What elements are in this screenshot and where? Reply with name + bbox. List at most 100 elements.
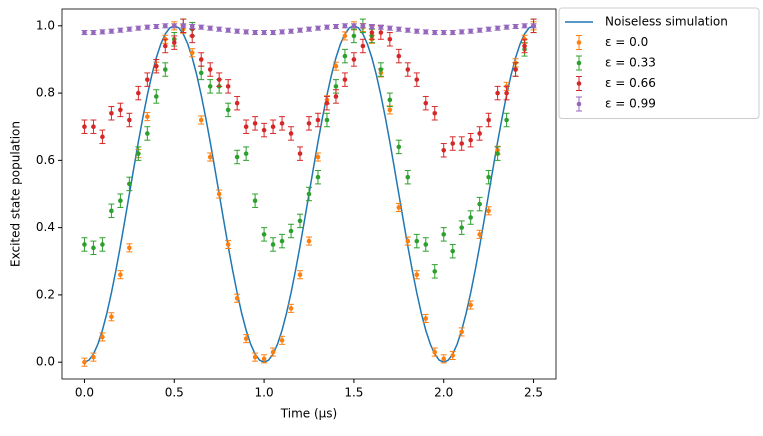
data-point <box>387 25 393 31</box>
data-point <box>360 23 366 29</box>
data-point <box>342 33 348 39</box>
legend-label: ε = 0.0 <box>605 35 648 49</box>
data-point <box>432 349 438 355</box>
data-point <box>477 232 482 237</box>
data-point <box>252 30 258 35</box>
data-point <box>180 23 186 29</box>
data-point <box>387 36 393 42</box>
data-point <box>162 43 168 49</box>
x-tick-label: 0.0 <box>75 386 94 400</box>
data-point <box>234 28 240 34</box>
data-point <box>234 295 240 301</box>
data-point <box>504 117 509 123</box>
data-point <box>261 356 267 362</box>
y-tick-label: 0.2 <box>36 287 55 301</box>
data-point <box>207 84 213 89</box>
data-point <box>450 30 456 35</box>
data-point <box>414 272 420 278</box>
data-point <box>441 147 447 153</box>
data-point <box>360 43 366 49</box>
legend-marker <box>576 60 582 66</box>
data-point <box>91 30 96 35</box>
data-point <box>324 100 330 106</box>
data-point <box>279 338 285 343</box>
data-point <box>234 100 240 106</box>
data-point <box>531 23 536 29</box>
data-point <box>100 334 105 340</box>
data-point <box>297 27 303 33</box>
data-point <box>225 84 231 89</box>
data-point <box>82 30 87 35</box>
data-point <box>450 248 456 254</box>
data-point <box>522 43 527 49</box>
data-point <box>154 63 159 69</box>
data-point <box>279 238 285 244</box>
data-point <box>297 272 303 278</box>
data-point <box>351 23 357 29</box>
data-point <box>279 121 285 126</box>
data-point <box>396 53 402 59</box>
data-point <box>297 151 303 156</box>
data-point <box>351 33 357 39</box>
data-point <box>468 302 473 308</box>
legend-marker <box>576 81 582 86</box>
y-axis-label: Excited state population <box>9 121 23 267</box>
legend-box <box>558 7 760 119</box>
data-point <box>342 77 348 82</box>
y-tick-label: 0.0 <box>36 355 55 369</box>
data-point <box>91 124 96 130</box>
data-point <box>369 30 375 35</box>
data-point <box>315 154 321 160</box>
data-point <box>459 225 464 230</box>
data-point <box>396 26 402 32</box>
data-point <box>162 67 168 72</box>
data-point <box>261 232 267 237</box>
data-point <box>324 117 330 123</box>
data-point <box>306 191 312 197</box>
data-point <box>414 238 420 244</box>
data-point <box>315 25 321 31</box>
data-point <box>252 354 258 360</box>
x-tick-label: 0.5 <box>165 386 184 400</box>
data-point <box>441 30 447 35</box>
data-point <box>522 23 527 29</box>
data-point <box>198 117 204 123</box>
data-point <box>333 63 339 69</box>
data-point <box>495 25 500 31</box>
data-point <box>109 314 114 320</box>
data-point <box>486 26 491 32</box>
data-point <box>207 25 213 31</box>
data-point <box>82 124 87 130</box>
data-point <box>477 27 482 33</box>
data-point <box>162 23 168 29</box>
data-point <box>216 26 222 32</box>
data-point <box>459 29 464 35</box>
data-point <box>423 100 429 106</box>
data-point <box>118 27 123 33</box>
data-point <box>396 205 402 210</box>
data-point <box>369 24 375 29</box>
data-point <box>333 24 339 29</box>
data-point <box>118 107 123 113</box>
data-point <box>486 174 491 180</box>
data-point <box>459 141 464 146</box>
data-point <box>109 208 114 214</box>
data-point <box>279 29 285 35</box>
data-point <box>468 215 473 220</box>
data-point <box>225 27 231 33</box>
plot-frame <box>61 8 557 380</box>
data-point <box>243 336 249 341</box>
y-tick-label: 1.0 <box>36 18 55 32</box>
legend-marker <box>576 101 582 107</box>
data-point <box>145 131 150 136</box>
data-point <box>477 131 482 136</box>
legend-marker <box>576 40 582 45</box>
x-tick-label: 1.5 <box>344 386 363 400</box>
legend-label: ε = 0.66 <box>605 76 656 90</box>
data-point <box>441 356 447 362</box>
data-point <box>459 329 464 335</box>
data-point <box>127 181 132 187</box>
data-point <box>423 316 429 321</box>
data-point <box>189 33 195 39</box>
data-point <box>405 174 411 180</box>
